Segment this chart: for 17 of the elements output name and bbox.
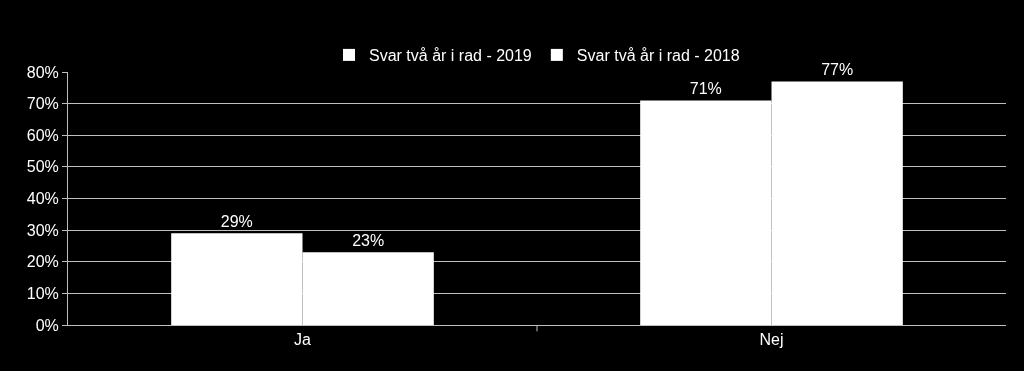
data-label: 71% — [689, 80, 722, 98]
y-tick-label: 40% — [26, 190, 59, 208]
y-tick-label: 20% — [26, 253, 59, 271]
y-tick-label: 70% — [26, 95, 59, 113]
y-tick-label: 50% — [26, 158, 59, 176]
x-tick-label: Nej — [759, 331, 784, 349]
legend-label: Svar två år i rad - 2019 — [369, 47, 532, 65]
y-tick-label: 60% — [26, 126, 59, 144]
x-tick-label: Ja — [294, 331, 312, 349]
data-label: 29% — [220, 213, 253, 231]
y-tick-label: 80% — [26, 63, 59, 81]
y-tick-label: 10% — [26, 284, 59, 302]
y-tick-label: 0% — [35, 316, 59, 334]
y-tick-label: 30% — [26, 221, 59, 239]
data-label: 23% — [352, 232, 385, 250]
data-label: 77% — [821, 61, 854, 79]
legend-label: Svar två år i rad - 2018 — [576, 47, 740, 65]
